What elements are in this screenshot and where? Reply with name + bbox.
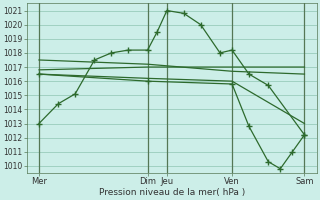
X-axis label: Pression niveau de la mer( hPa ): Pression niveau de la mer( hPa )	[99, 188, 245, 197]
